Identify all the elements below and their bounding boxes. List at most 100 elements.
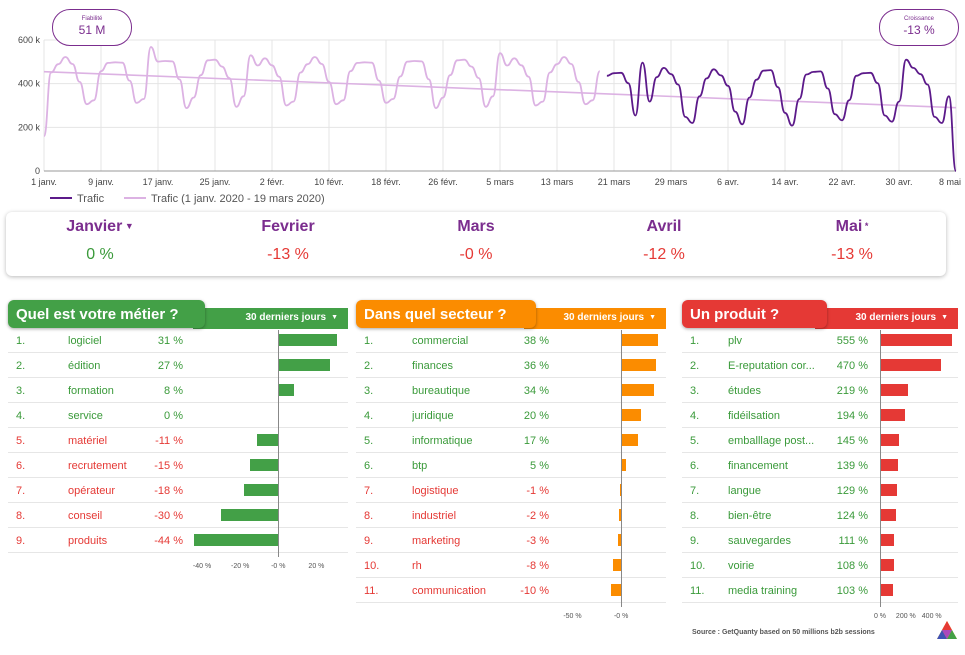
table-row[interactable]: 9. marketing -3 % — [356, 528, 666, 553]
x-tick-label: 8 mai — [939, 177, 961, 187]
table-row[interactable]: 3. bureautique 34 % — [356, 378, 666, 403]
table-row[interactable]: 4. service 0 % — [8, 403, 348, 428]
data-bar — [880, 409, 906, 421]
trend-line — [43, 70, 957, 109]
row-label: service — [68, 410, 103, 422]
month-avril: Avril -12 % — [570, 212, 758, 264]
row-label: industriel — [412, 510, 457, 522]
table-row[interactable]: 3. études 219 % — [682, 378, 958, 403]
row-percent: -8 % — [526, 560, 549, 572]
month-name[interactable]: Mai * — [835, 218, 869, 235]
data-bar — [880, 334, 952, 346]
row-percent: 34 % — [523, 385, 549, 397]
row-rank: 3. — [16, 385, 26, 397]
panel-title: Dans quel secteur ? — [356, 300, 536, 328]
month-mai: Mai * -13 % — [758, 212, 946, 264]
row-label: voirie — [728, 560, 755, 572]
table-row[interactable]: 5. informatique 17 % — [356, 428, 666, 453]
month-name: Mars — [457, 218, 495, 235]
table-row[interactable]: 6. recrutement -15 % — [8, 453, 348, 478]
row-percent: 36 % — [523, 360, 549, 372]
x-tick-label: 2 févr. — [260, 177, 285, 187]
row-rank: 11. — [364, 585, 379, 597]
period-dropdown[interactable]: 30 derniers jours ▼ — [193, 308, 348, 329]
x-tick-label: -50 % — [563, 613, 582, 620]
data-bar — [880, 434, 899, 446]
table-row[interactable]: 5. matériel -11 % — [8, 428, 348, 453]
caret-down-icon: ▼ — [649, 314, 656, 321]
table-row[interactable]: 4. juridique 20 % — [356, 403, 666, 428]
data-bar — [619, 509, 622, 521]
table-row[interactable]: 7. langue 129 % — [682, 478, 958, 503]
table-row[interactable]: 8. conseil -30 % — [8, 503, 348, 528]
row-rank: 5. — [364, 435, 374, 447]
row-label: conseil — [68, 510, 103, 522]
data-bar — [611, 584, 622, 596]
data-bar — [618, 534, 622, 546]
caret-down-icon: ▼ — [122, 221, 134, 231]
period-dropdown[interactable]: 30 derniers jours ▼ — [524, 308, 666, 329]
table-row[interactable]: 4. fidéilsation 194 % — [682, 403, 958, 428]
source-note: Source : GetQuanty based on 50 millions … — [692, 629, 875, 636]
row-label: emballlage post... — [728, 435, 815, 447]
table-row[interactable]: 1. plv 555 % — [682, 328, 958, 353]
table-row[interactable]: 11. communication -10 % — [356, 578, 666, 603]
panel-title: Un produit ? — [682, 300, 827, 328]
table-row[interactable]: 7. logistique -1 % — [356, 478, 666, 503]
x-tick-label: 200 % — [895, 613, 916, 620]
table-row[interactable]: 5. emballlage post... 145 % — [682, 428, 958, 453]
period-dropdown[interactable]: 30 derniers jours ▼ — [815, 308, 958, 329]
data-bar — [880, 384, 909, 396]
row-rank: 7. — [690, 485, 700, 497]
zero-axis-line — [621, 330, 623, 607]
table-row[interactable]: 7. opérateur -18 % — [8, 478, 348, 503]
month-name[interactable]: Janvier ▼ — [66, 218, 134, 235]
row-percent: 31 % — [157, 335, 183, 347]
table-row[interactable]: 2. édition 27 % — [8, 353, 348, 378]
row-percent: 194 % — [836, 410, 868, 422]
x-tick-label: 1 janv. — [31, 177, 57, 187]
row-rank: 2. — [690, 360, 700, 372]
x-tick-label: 25 janv. — [200, 177, 231, 187]
row-percent: 145 % — [836, 435, 868, 447]
table-row[interactable]: 1. logiciel 31 % — [8, 328, 348, 353]
row-percent: 17 % — [523, 435, 549, 447]
data-bar — [257, 434, 279, 446]
data-bar — [621, 409, 641, 421]
row-label: E-reputation cor... — [728, 360, 815, 372]
row-rank: 10. — [364, 560, 380, 572]
row-label: opérateur — [68, 485, 116, 497]
row-label: édition — [68, 360, 101, 372]
data-bar — [880, 584, 894, 596]
table-row[interactable]: 6. btp 5 % — [356, 453, 666, 478]
table-row[interactable]: 8. industriel -2 % — [356, 503, 666, 528]
month-name: Avril — [646, 218, 682, 235]
row-rank: 1. — [16, 335, 26, 347]
table-row[interactable]: 1. commercial 38 % — [356, 328, 666, 353]
table-row[interactable]: 2. E-reputation cor... 470 % — [682, 353, 958, 378]
traffic-line-chart: 0 200 k 400 k 600 k 1 janv. 9 janv. 17 janv. 25… — [18, 35, 961, 205]
caret-down-icon: ▼ — [331, 314, 338, 321]
table-row[interactable]: 8. bien-être 124 % — [682, 503, 958, 528]
row-rank: 2. — [364, 360, 374, 372]
row-label: logiciel — [68, 335, 102, 347]
row-rank: 10. — [690, 560, 706, 572]
row-rank: 6. — [364, 460, 374, 472]
table-row[interactable]: 9. sauvegardes 111 % — [682, 528, 958, 553]
table-row[interactable]: 6. financement 139 % — [682, 453, 958, 478]
table-row[interactable]: 10. rh -8 % — [356, 553, 666, 578]
kpi-growth: Croissance -13 % — [879, 9, 959, 46]
row-percent: 129 % — [836, 485, 868, 497]
row-label: sauvegardes — [728, 535, 791, 547]
table-row[interactable]: 10. voirie 108 % — [682, 553, 958, 578]
table-row[interactable]: 9. produits -44 % — [8, 528, 348, 553]
table-row[interactable]: 11. media training 103 % — [682, 578, 958, 603]
x-tick-label: 20 % — [308, 563, 325, 570]
data-bar — [880, 509, 897, 521]
row-percent: 20 % — [523, 410, 549, 422]
table-row[interactable]: 3. formation 8 % — [8, 378, 348, 403]
table-row[interactable]: 2. finances 36 % — [356, 353, 666, 378]
legend-label-current: Trafic — [77, 193, 105, 205]
row-label: financement — [728, 460, 788, 472]
data-bar — [249, 459, 279, 471]
